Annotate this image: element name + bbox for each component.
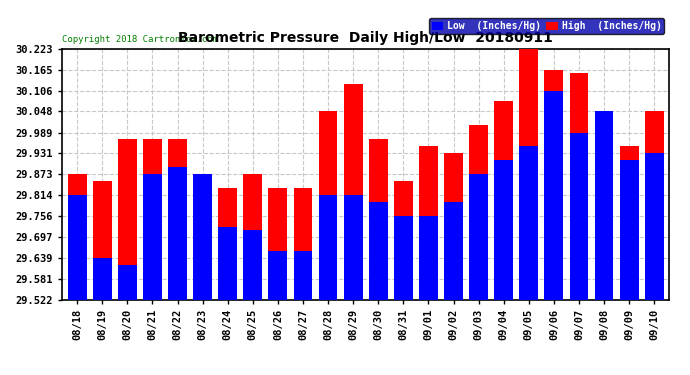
Bar [143, 174, 162, 300]
Bar [419, 146, 438, 300]
Bar [319, 111, 337, 300]
Bar [469, 174, 488, 300]
Bar [569, 133, 589, 300]
Legend: Low  (Inches/Hg), High  (Inches/Hg): Low (Inches/Hg), High (Inches/Hg) [428, 18, 664, 34]
Bar [494, 101, 513, 300]
Bar [93, 181, 112, 300]
Bar [268, 251, 287, 300]
Bar [244, 174, 262, 300]
Bar [620, 160, 638, 300]
Bar [319, 195, 337, 300]
Text: Copyright 2018 Cartronics.com: Copyright 2018 Cartronics.com [62, 35, 218, 44]
Bar [218, 188, 237, 300]
Bar [118, 139, 137, 300]
Bar [419, 216, 438, 300]
Bar [520, 49, 538, 300]
Bar [293, 251, 313, 300]
Bar [118, 265, 137, 300]
Bar [620, 146, 638, 300]
Bar [143, 139, 162, 300]
Title: Barometric Pressure  Daily High/Low  20180911: Barometric Pressure Daily High/Low 20180… [178, 31, 553, 45]
Bar [68, 195, 86, 300]
Bar [193, 174, 212, 300]
Bar [293, 188, 313, 300]
Bar [520, 146, 538, 300]
Bar [344, 84, 362, 300]
Bar [394, 216, 413, 300]
Bar [369, 202, 388, 300]
Bar [645, 153, 664, 300]
Bar [444, 153, 463, 300]
Bar [494, 160, 513, 300]
Bar [469, 126, 488, 300]
Bar [569, 73, 589, 300]
Bar [595, 111, 613, 300]
Bar [444, 202, 463, 300]
Bar [369, 139, 388, 300]
Bar [268, 188, 287, 300]
Bar [595, 111, 613, 300]
Bar [168, 139, 187, 300]
Bar [168, 167, 187, 300]
Bar [544, 91, 563, 300]
Bar [645, 111, 664, 300]
Bar [344, 195, 362, 300]
Bar [244, 230, 262, 300]
Bar [93, 258, 112, 300]
Bar [218, 226, 237, 300]
Bar [193, 174, 212, 300]
Bar [394, 181, 413, 300]
Bar [68, 174, 86, 300]
Bar [544, 69, 563, 300]
